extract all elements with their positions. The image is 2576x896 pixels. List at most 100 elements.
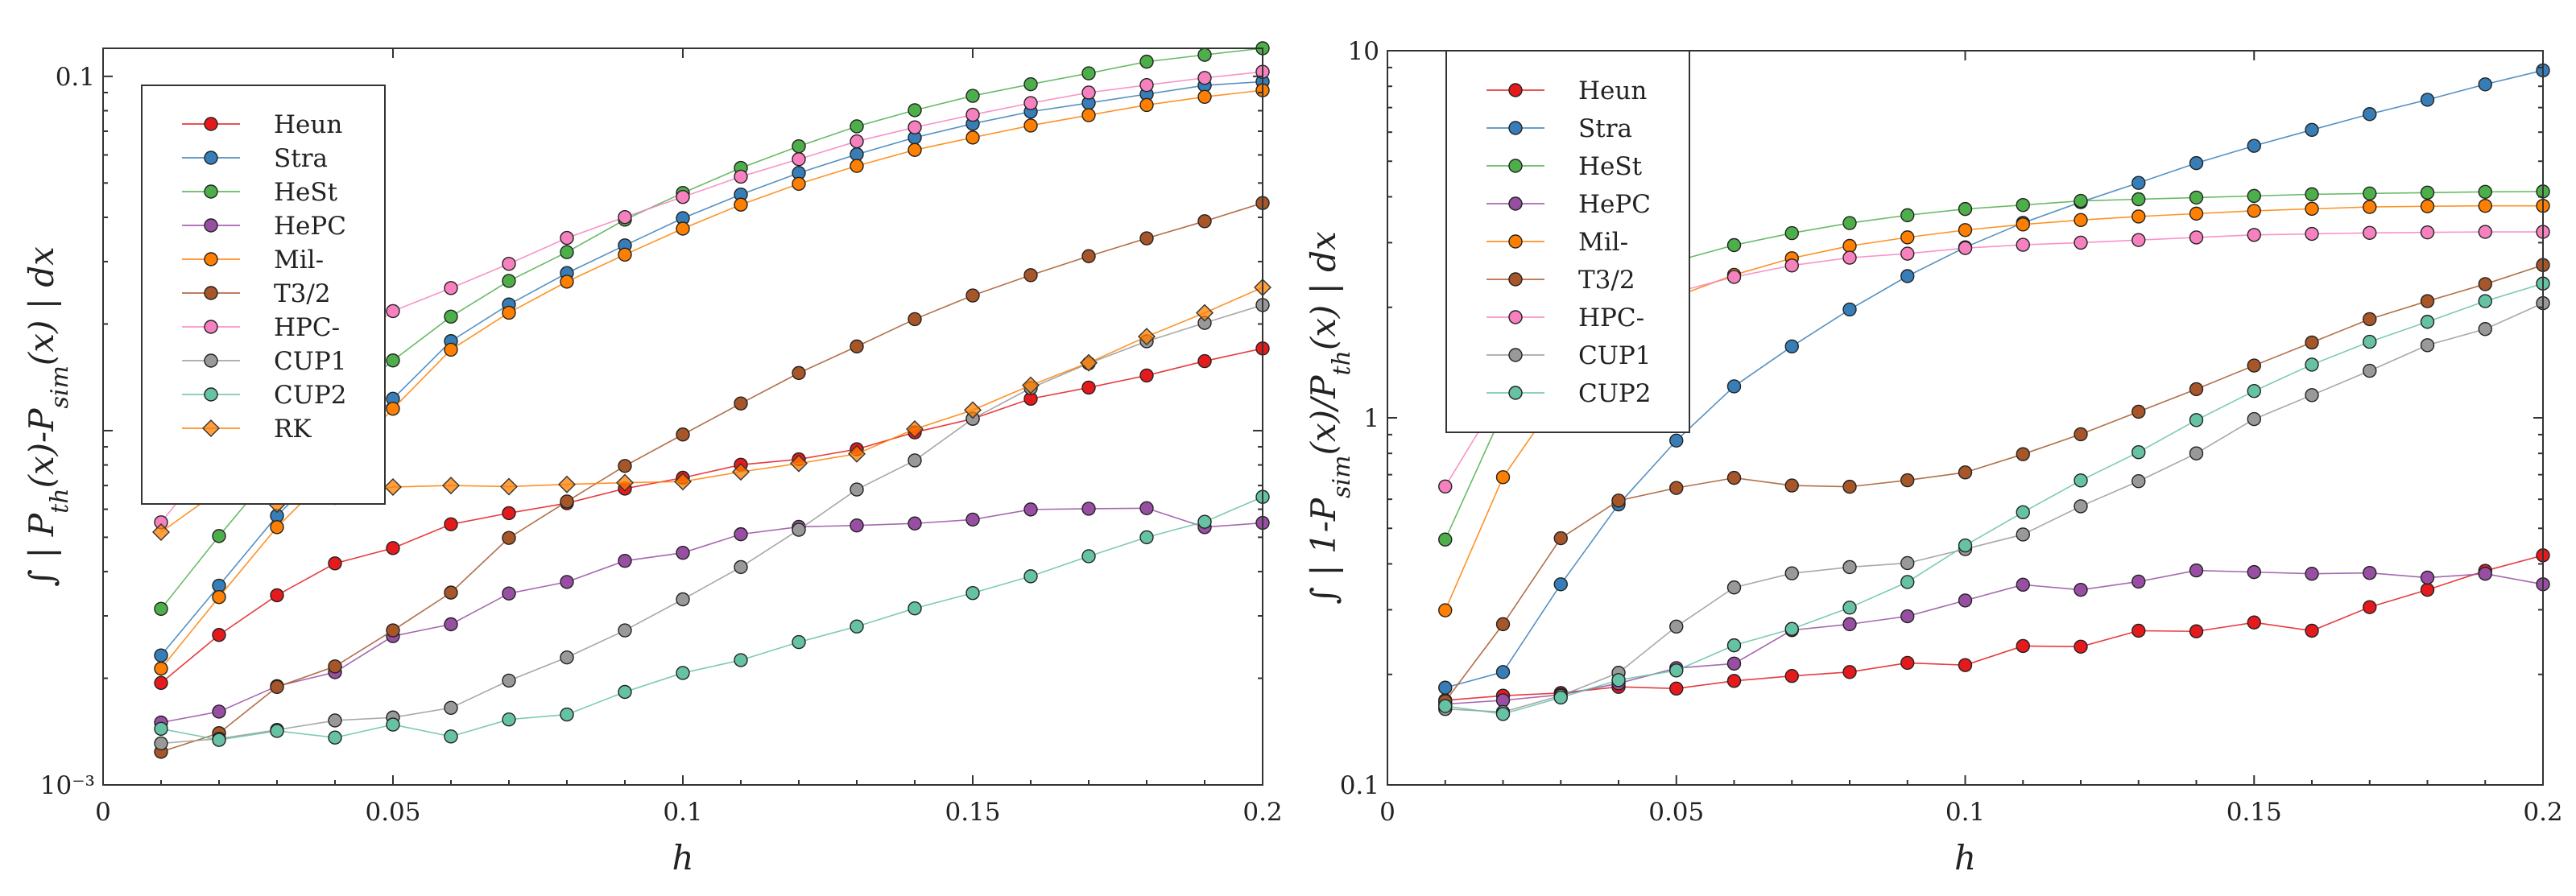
- data-point: [154, 736, 168, 751]
- data-point: [1958, 241, 1973, 255]
- data-point: [2247, 204, 2261, 218]
- data-point: [2420, 582, 2435, 597]
- data-point: [270, 588, 284, 603]
- legend-marker: [1508, 196, 1523, 211]
- data-point: [676, 427, 690, 442]
- legend-marker: [1508, 121, 1523, 135]
- data-point: [1022, 376, 1040, 394]
- x-tick-label: 0: [95, 798, 111, 827]
- data-point: [212, 733, 226, 747]
- legend-marker: [1508, 386, 1523, 400]
- data-point: [386, 402, 400, 416]
- legend-label: HPC-: [1578, 303, 1644, 332]
- data-point: [1139, 77, 1154, 93]
- data-point: [270, 520, 284, 535]
- data-point: [964, 401, 982, 419]
- data-point: [674, 473, 692, 491]
- data-point: [444, 309, 458, 324]
- data-point: [1958, 538, 1973, 553]
- data-point: [2189, 413, 2204, 427]
- series-t3-2: [1438, 258, 2550, 708]
- data-point: [2363, 107, 2377, 122]
- data-point: [2478, 294, 2492, 308]
- data-point: [1438, 699, 1453, 713]
- data-point: [1081, 502, 1096, 516]
- legend-label: Stra: [1578, 114, 1632, 143]
- series-line: [1445, 555, 2544, 701]
- data-point: [1784, 225, 1799, 241]
- x-tick-label: 0.15: [945, 798, 1000, 827]
- data-point: [154, 675, 168, 691]
- x-tick-label: 0.1: [663, 798, 702, 827]
- y-tick-label: 0.1: [56, 63, 95, 92]
- data-point: [2132, 233, 2146, 247]
- legend-marker: [204, 117, 218, 131]
- legend-marker: [204, 184, 218, 199]
- data-point: [2132, 404, 2146, 419]
- data-point: [2363, 363, 2377, 378]
- data-point: [386, 353, 400, 368]
- series-line: [160, 202, 1263, 753]
- data-point: [2189, 446, 2204, 460]
- data-point: [1900, 655, 1915, 671]
- data-point: [2247, 188, 2261, 204]
- data-point: [848, 444, 866, 463]
- data-point: [850, 119, 864, 134]
- data-point: [1023, 502, 1038, 517]
- data-point: [502, 531, 516, 545]
- data-point: [2016, 527, 2030, 542]
- data-point: [1495, 617, 1511, 632]
- data-point: [560, 230, 574, 246]
- data-point: [154, 721, 168, 737]
- legend-label: T3/2: [274, 279, 331, 308]
- data-point: [1900, 246, 1915, 261]
- data-point: [2363, 200, 2377, 214]
- data-point: [1138, 328, 1156, 346]
- series-line: [1445, 302, 2544, 713]
- data-point: [1081, 249, 1096, 263]
- data-point: [2420, 185, 2435, 200]
- data-point: [1197, 47, 1212, 62]
- data-point: [1553, 690, 1568, 705]
- data-point: [732, 463, 750, 481]
- data-point: [442, 477, 460, 495]
- data-point: [850, 147, 864, 162]
- data-point: [2074, 473, 2088, 488]
- data-point: [2363, 600, 2377, 614]
- series-t3-2: [154, 196, 1270, 759]
- data-point: [1139, 97, 1154, 113]
- legend-marker: [1508, 348, 1523, 362]
- data-point: [908, 516, 922, 531]
- data-point: [386, 541, 400, 555]
- data-point: [444, 700, 458, 715]
- series-cup2: [1438, 276, 2550, 721]
- data-point: [908, 103, 922, 118]
- data-point: [1842, 617, 1857, 632]
- data-point: [2420, 294, 2435, 308]
- data-point: [2247, 384, 2261, 398]
- data-point: [2478, 198, 2492, 213]
- data-point: [1139, 231, 1154, 246]
- data-point: [2305, 388, 2319, 403]
- data-point: [965, 130, 980, 145]
- data-point: [1197, 353, 1212, 369]
- data-point: [328, 713, 342, 728]
- data-point: [2420, 315, 2435, 329]
- data-point: [2189, 190, 2204, 205]
- data-point: [328, 730, 342, 745]
- data-point: [908, 453, 922, 468]
- data-point: [212, 628, 226, 642]
- data-point: [1495, 470, 1511, 485]
- legend-marker: [204, 286, 218, 300]
- data-point: [384, 478, 402, 497]
- data-point: [676, 666, 690, 680]
- data-point: [908, 120, 922, 134]
- data-point: [270, 679, 284, 695]
- data-point: [616, 473, 634, 492]
- data-point: [2420, 225, 2435, 240]
- data-point: [1081, 380, 1096, 395]
- data-point: [2132, 175, 2146, 190]
- y-tick-label: 0.1: [1340, 771, 1379, 800]
- series-line: [160, 348, 1263, 683]
- data-point: [676, 592, 690, 607]
